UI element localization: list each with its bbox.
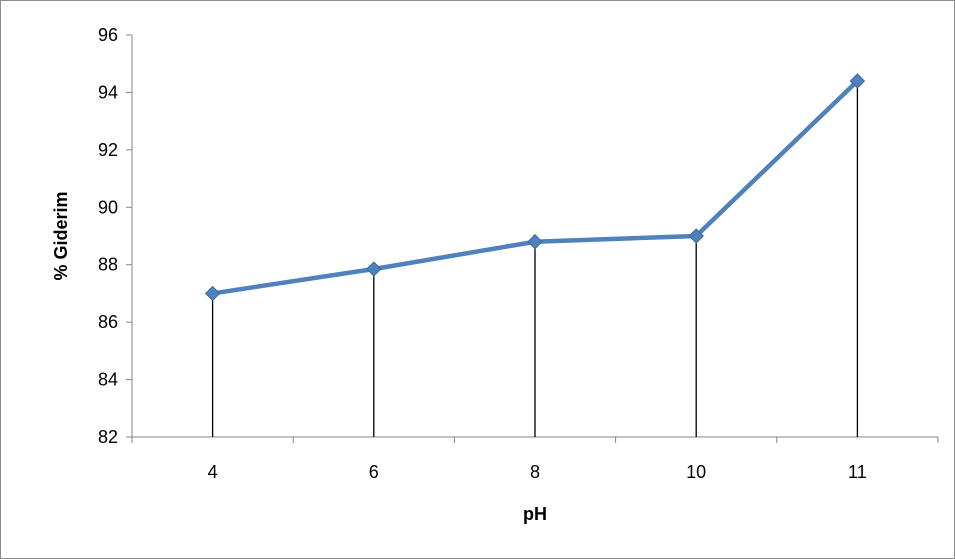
series-group [204,73,866,302]
y-tick-label: 90 [98,197,118,217]
x-axis: 4 6 8 10 11 [131,436,939,482]
y-axis-title: % Giderim [51,191,71,280]
y-tick-label: 92 [98,140,118,160]
y-tick-label: 88 [98,255,118,275]
x-axis-title: pH [523,504,547,524]
data-point-marker [527,234,543,250]
y-tick-label: 94 [98,82,118,102]
data-point-marker [204,285,221,302]
y-tick-label: 96 [98,25,118,45]
y-tick-label: 86 [98,312,118,332]
x-tick-label: 10 [686,462,706,482]
data-point-marker [849,73,866,89]
y-axis: 82 84 86 88 90 92 94 96 [98,25,133,447]
x-tick-label: 4 [208,462,218,482]
y-tick-label: 84 [98,370,118,390]
x-tick-label: 11 [848,462,867,482]
data-point-marker [366,261,382,277]
data-point-marker [688,228,704,244]
drop-lines [211,80,859,437]
x-tick-label: 8 [530,462,540,482]
y-tick-label: 82 [98,427,118,447]
x-tick-label: 6 [369,462,379,482]
